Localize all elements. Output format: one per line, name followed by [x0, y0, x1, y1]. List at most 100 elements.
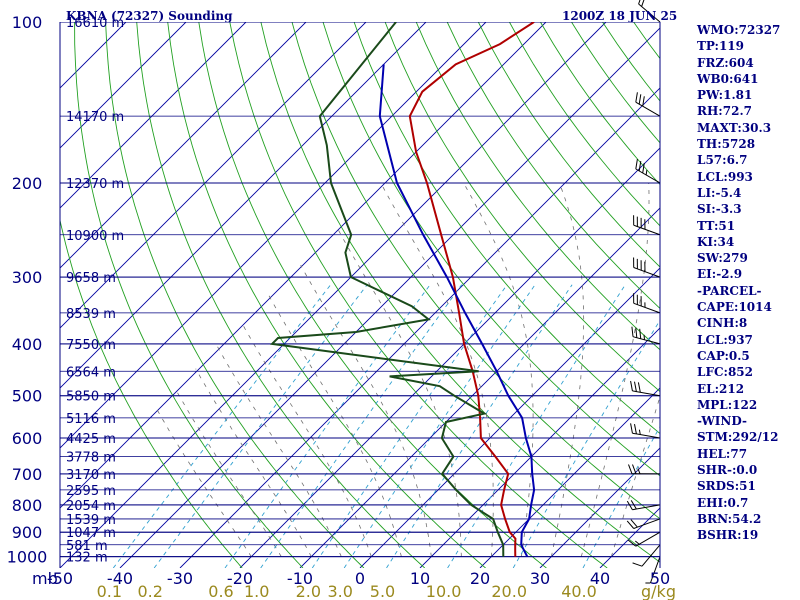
temperature-tick-label: 0 — [355, 569, 365, 588]
dry-adiabat-line — [167, 22, 486, 568]
mixing-ratio-line — [153, 284, 368, 568]
mixing-ratio-line — [343, 284, 536, 568]
sounding-index-item: CAP:0.5 — [697, 348, 750, 363]
isotherm-line — [60, 22, 307, 269]
mixing-ratio-label: 0.2 — [137, 582, 162, 600]
axis-labels: 0.1 0.2 0.6 1.0 2.0 3.0 5.0 10.0 20.0 40.01002003… — [7, 13, 671, 600]
dry-adiabat-line — [322, 22, 660, 477]
isotherm-line — [539, 447, 660, 568]
moist-adiabat-line — [217, 346, 342, 557]
wind-barb-flag — [626, 520, 635, 529]
wind-barbs — [626, 0, 661, 584]
isotherm-line — [239, 147, 660, 568]
wind-barb-staff — [635, 101, 661, 117]
dry-adiabat-line — [74, 22, 304, 568]
pressure-tick-label: 300 — [12, 268, 43, 287]
wind-barb-staff — [632, 504, 661, 511]
wind-barb-flag — [634, 381, 637, 392]
wind-barb-flag — [638, 429, 641, 435]
sounding-index-item: EL:212 — [697, 381, 745, 396]
wind-barb-flag — [634, 424, 637, 434]
pressure-tick-label: 400 — [12, 335, 43, 354]
sounding-index-item: LFC:852 — [697, 365, 753, 380]
pressure-tick-label: 1000 — [7, 548, 48, 567]
wind-barb-flag — [630, 423, 633, 434]
height-label: 5116 m — [66, 412, 116, 427]
mixing-ratio-line — [112, 284, 332, 568]
wind-barb-flag — [635, 159, 638, 170]
isotherm-line — [60, 22, 487, 449]
sounding-index-item: SHR-:0.0 — [697, 463, 758, 478]
wind-barb-staff — [635, 168, 661, 184]
sounding-index-item: LCL:993 — [697, 169, 753, 184]
wind-barb-staff — [638, 3, 661, 23]
temperature-tick-label: -10 — [287, 569, 313, 588]
dry-adiabat-line — [446, 22, 660, 310]
wind-barb-staff — [635, 531, 661, 547]
pressure-tick-label: 200 — [12, 174, 43, 193]
sounding-trace-1 — [269, 22, 505, 557]
pressure-unit-label: mb — [32, 569, 58, 588]
dry-adiabat-line — [415, 22, 660, 351]
dry-adiabat-line — [136, 22, 426, 568]
sounding-trace-2 — [378, 64, 536, 558]
sounding-index-item: SW:279 — [697, 251, 748, 266]
wind-barb-flag — [635, 92, 638, 103]
wind-barb-flag — [642, 96, 645, 107]
height-label: 16610 m — [66, 16, 124, 31]
wind-barb-flag — [638, 0, 641, 5]
temperature-tick-label: -50 — [47, 569, 73, 588]
sounding-index-item: BRN:54.2 — [697, 511, 762, 526]
mixing-ratio-line — [311, 284, 508, 568]
wind-barb-flag — [645, 169, 648, 176]
height-label: 1047 m — [66, 526, 116, 541]
dry-adiabat-line — [477, 22, 660, 268]
wind-barb-flag — [639, 328, 642, 339]
sounding-index-item: WMO:72327 — [697, 23, 781, 37]
temperature-tick-label: 40 — [590, 569, 610, 588]
mixing-ratio-label: 0.6 — [208, 582, 233, 600]
moist-adiabat-line — [550, 182, 585, 557]
mixing-ratio-label: 10.0 — [426, 582, 462, 600]
dry-adiabat-line — [198, 22, 547, 568]
temperature-tick-label: -40 — [107, 569, 133, 588]
isotherm-line — [60, 22, 607, 568]
pressure-tick-label: 800 — [12, 496, 43, 515]
height-label: 8539 m — [66, 307, 116, 322]
sounding-index-item: TT:51 — [697, 218, 736, 233]
sounding-index-item: MPL:122 — [697, 397, 758, 412]
sounding-index-item: SI:-3.3 — [697, 202, 742, 217]
wind-barb-flag — [637, 469, 641, 474]
sounding-index-item: L57:6.7 — [697, 153, 748, 168]
sounding-index-item: RH:72.7 — [697, 104, 752, 119]
sounding-index-item: -PARCEL- — [697, 283, 762, 298]
wind-barb-flag — [637, 382, 641, 393]
height-label: 4425 m — [66, 432, 116, 447]
sounding-index-item: HEL:77 — [697, 446, 748, 461]
wind-barb-flag — [638, 94, 642, 105]
mixing-ratio-line — [582, 425, 660, 568]
isotherm-line — [60, 22, 187, 149]
wind-barb-flag — [628, 464, 633, 474]
wind-barb-flag — [635, 327, 638, 338]
sounding-indices-panel: WMO:72327 TP:119 FRZ:604 WB0:641 PW:1.81 RH:7… — [697, 22, 797, 544]
wind-barb-flag — [630, 380, 633, 391]
height-label: 1539 m — [66, 513, 116, 528]
moist-adiabat-line — [300, 265, 432, 557]
sounding-index-item: STM:292/12 — [697, 430, 779, 445]
moist-adiabat-line — [156, 409, 252, 557]
moist-adiabat-line — [335, 225, 462, 557]
temperature-tick-label: 10 — [410, 569, 430, 588]
sounding-index-item: MAXT:30.3 — [697, 120, 772, 135]
height-label: 10900 m — [66, 229, 124, 244]
height-label: 9658 m — [66, 271, 116, 286]
wind-barb-staff — [649, 556, 661, 584]
sounding-index-item: TP:119 — [697, 39, 745, 54]
wind-barb-staff — [632, 336, 661, 345]
mixing-ratio-label: 1.0 — [244, 582, 269, 600]
wind-barb-flag — [632, 562, 643, 567]
height-label: 12370 m — [66, 177, 124, 192]
sounding-index-item: LI:-5.4 — [697, 185, 742, 200]
temperature-tick-label: -30 — [167, 569, 193, 588]
sounding-traces — [269, 22, 536, 558]
